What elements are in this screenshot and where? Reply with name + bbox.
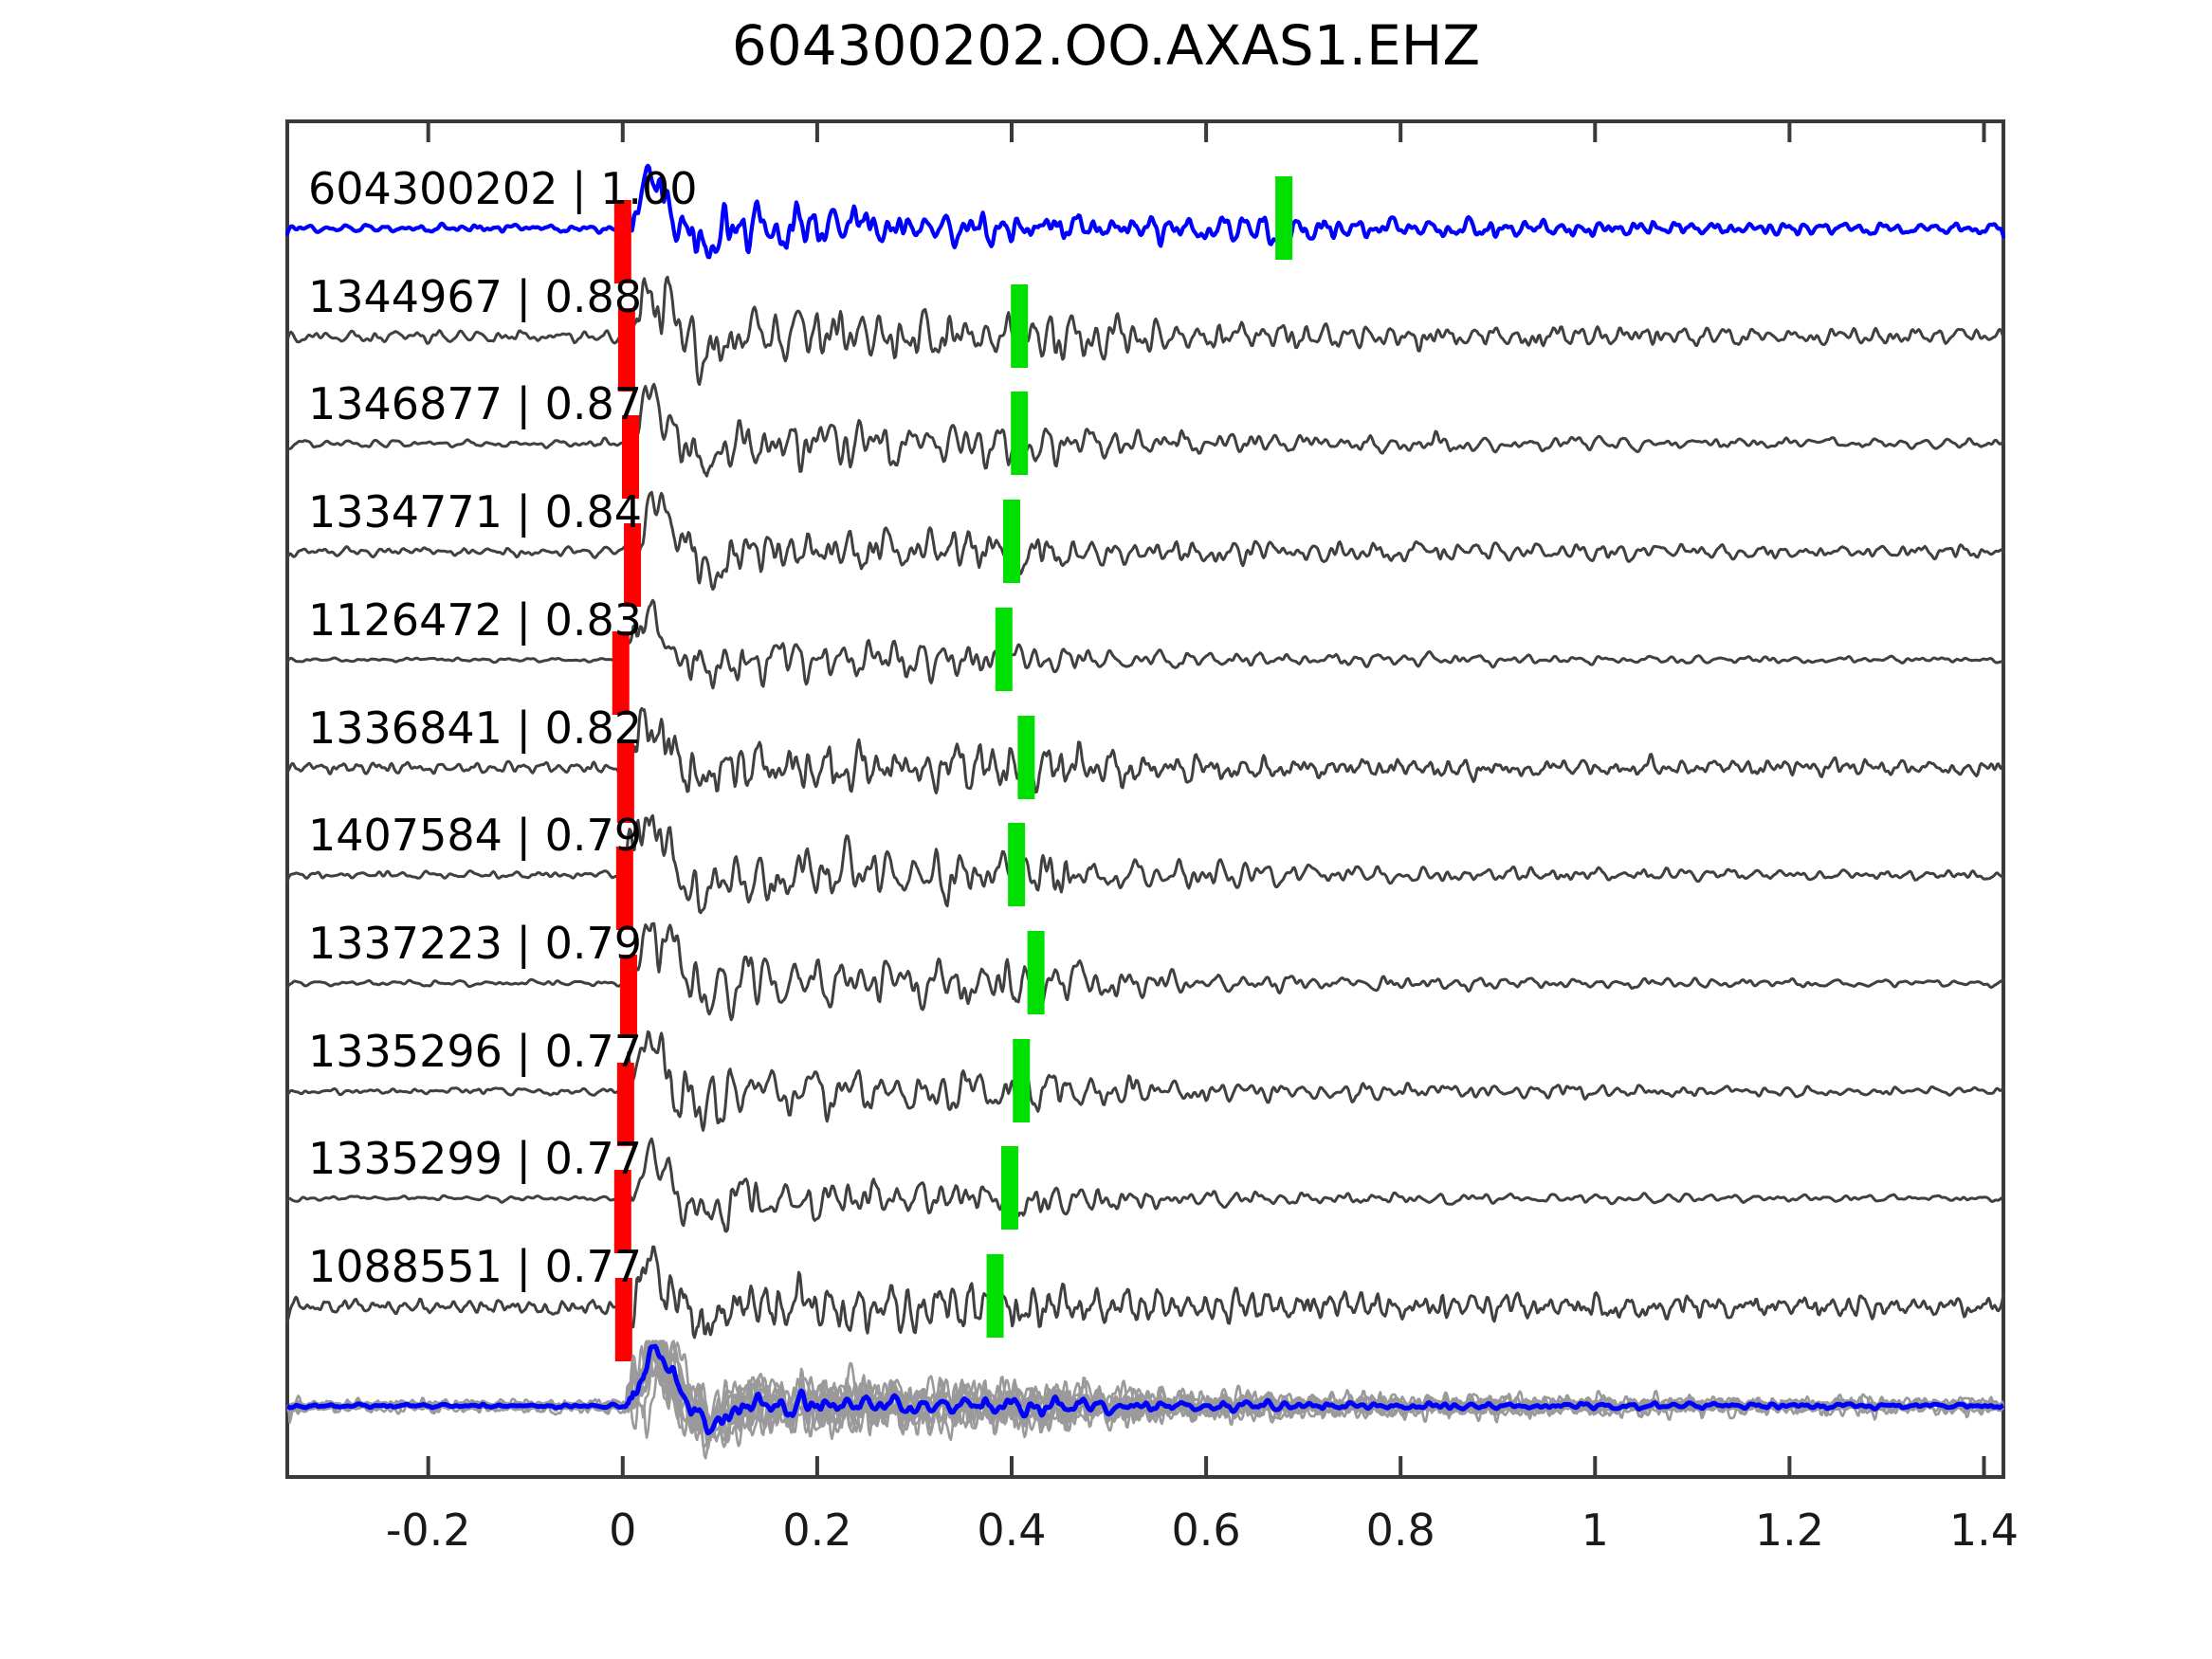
x-tick-label: 0.8 (1366, 1504, 1435, 1556)
trace-label: 1336841 | 0.82 (308, 702, 642, 755)
plot-border (285, 119, 2005, 1479)
trace-label: 1088551 | 0.77 (308, 1241, 642, 1293)
s-pick-marker (1013, 1039, 1031, 1122)
x-tick-label: 1.4 (1949, 1504, 2019, 1556)
trace-label: 1407584 | 0.79 (308, 810, 642, 862)
stack-overlay-trace (287, 1340, 2004, 1435)
p-pick-marker (613, 200, 631, 283)
s-pick-marker (1000, 1146, 1018, 1230)
s-pick-marker (1017, 716, 1035, 799)
x-tick-label-group: -0.2 0 0.2 0.4 0.6 0.8 1 1.2 1.4 (386, 1504, 2019, 1556)
s-pick-marker (1011, 392, 1029, 475)
x-tick-label: -0.2 (386, 1504, 471, 1556)
trace-label: 1335299 | 0.77 (308, 1133, 642, 1185)
p-pick-marker (622, 415, 639, 499)
trace-label: 1344967 | 0.88 (308, 271, 642, 323)
x-tick-label: 1.2 (1755, 1504, 1824, 1556)
waveform-trace (285, 813, 2005, 915)
trace-label: 1335296 | 0.77 (308, 1026, 642, 1078)
trace-label-group: 604300202 | 1.00 1344967 | 0.88 1346877 | … (308, 163, 698, 1293)
waveform-trace (285, 382, 2005, 478)
x-tick-label: 0.2 (782, 1504, 851, 1556)
trace-label: 1334771 | 0.84 (308, 486, 642, 538)
p-pick-marker (613, 1170, 631, 1253)
s-pick-marker (1275, 176, 1293, 260)
x-tick-label: 0.6 (1172, 1504, 1241, 1556)
stack-panel (285, 1340, 2005, 1460)
waveform-trace (285, 275, 2005, 387)
p-pick-marker (612, 631, 630, 715)
x-axis-ticks (426, 121, 1986, 1477)
waveform-trace (285, 921, 2005, 1022)
x-tick-label: 0 (609, 1504, 636, 1556)
p-pick-marker (616, 739, 634, 823)
p-pick-marker (615, 847, 633, 930)
pick-marker-group (612, 176, 1293, 1361)
p-pick-marker (619, 955, 637, 1038)
stack-overlay-trace (285, 1340, 2004, 1444)
x-tick-label: 1 (1581, 1504, 1609, 1556)
stack-overlay-trace (285, 1340, 2005, 1437)
s-pick-marker (995, 608, 1013, 691)
p-pick-marker (614, 1278, 632, 1361)
waveform-trace (285, 1137, 2005, 1233)
s-pick-marker (1008, 823, 1026, 906)
s-pick-marker (1027, 931, 1045, 1014)
trace-label: 1337223 | 0.79 (308, 918, 642, 970)
trace-group (284, 163, 2006, 1340)
s-pick-marker (986, 1254, 1004, 1338)
stack-overlay-trace (287, 1340, 2005, 1443)
waveform-trace (285, 1030, 2005, 1132)
s-pick-marker (1002, 500, 1020, 583)
x-tick-label: 0.4 (977, 1504, 1046, 1556)
waveform-trace (285, 490, 2005, 592)
stack-overlay-trace (285, 1340, 2004, 1438)
waveform-trace (284, 163, 2006, 260)
p-pick-marker (616, 1063, 634, 1146)
stack-mean-trace (285, 1343, 2005, 1436)
waveform-trace (285, 1245, 2005, 1340)
s-pick-marker (1011, 284, 1029, 368)
axes-frame (285, 119, 2005, 1479)
trace-label: 1126472 | 0.83 (308, 594, 642, 647)
trace-label: 604300202 | 1.00 (308, 163, 698, 215)
trace-label: 1346877 | 0.87 (308, 378, 642, 430)
stack-overlay-trace (287, 1340, 2005, 1442)
page-title: 604300202.OO.AXAS1.EHZ (731, 13, 1481, 78)
waveform-trace (285, 706, 2005, 794)
p-pick-marker (617, 308, 635, 392)
p-pick-marker (624, 523, 642, 607)
waveform-trace (285, 598, 2005, 690)
